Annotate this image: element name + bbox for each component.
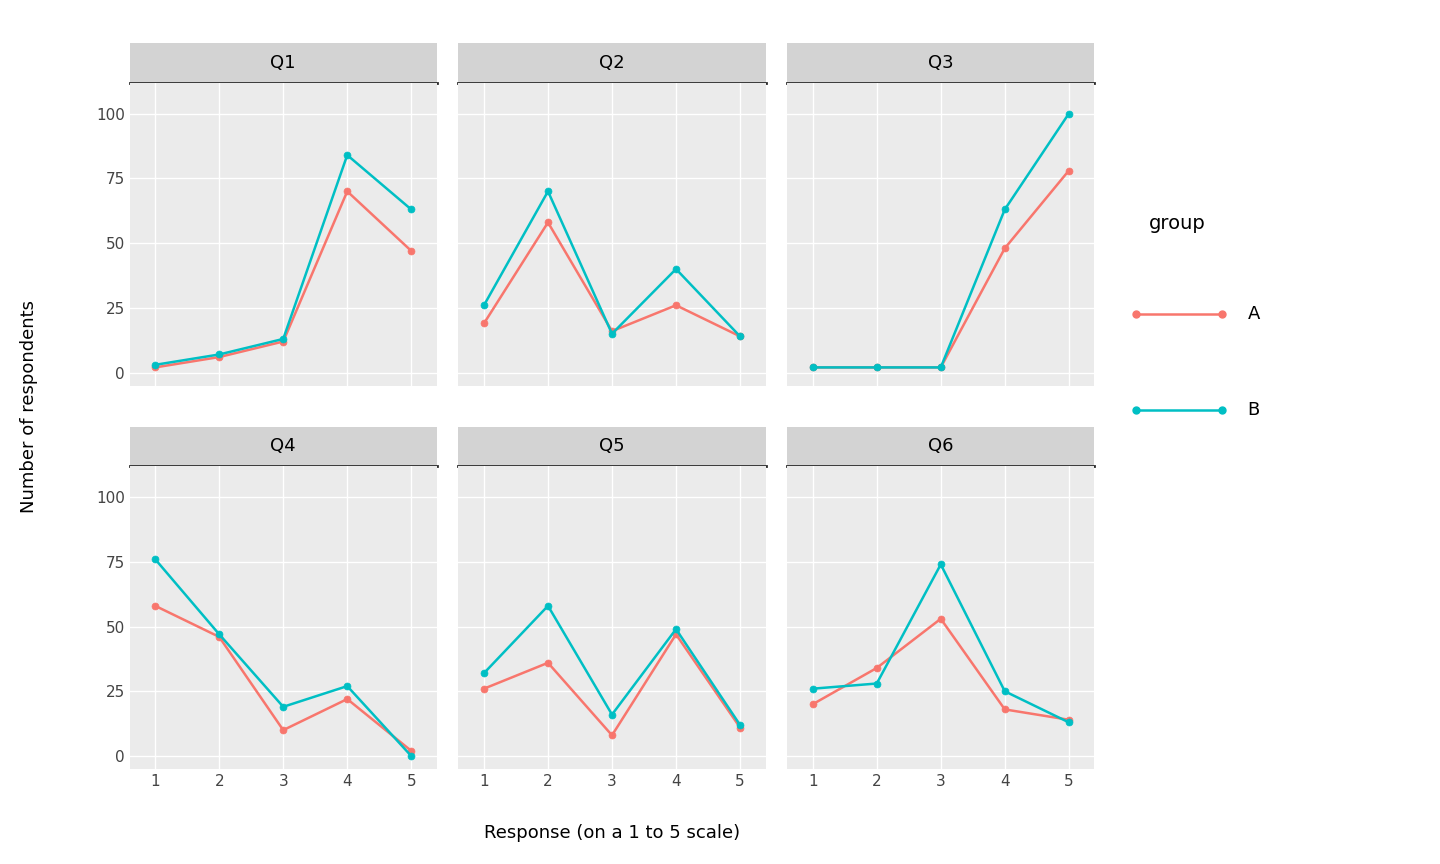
Text: Q1: Q1 [271,54,297,72]
Text: Q6: Q6 [927,437,953,455]
Text: group: group [1149,214,1205,232]
Text: Number of respondents: Number of respondents [20,300,37,512]
Text: Q3: Q3 [927,54,953,72]
Text: Response (on a 1 to 5 scale): Response (on a 1 to 5 scale) [484,824,740,842]
Text: A: A [1247,305,1260,322]
Text: Q2: Q2 [599,54,625,72]
Text: B: B [1247,402,1260,419]
Text: Q4: Q4 [271,437,297,455]
Text: Q5: Q5 [599,437,625,455]
